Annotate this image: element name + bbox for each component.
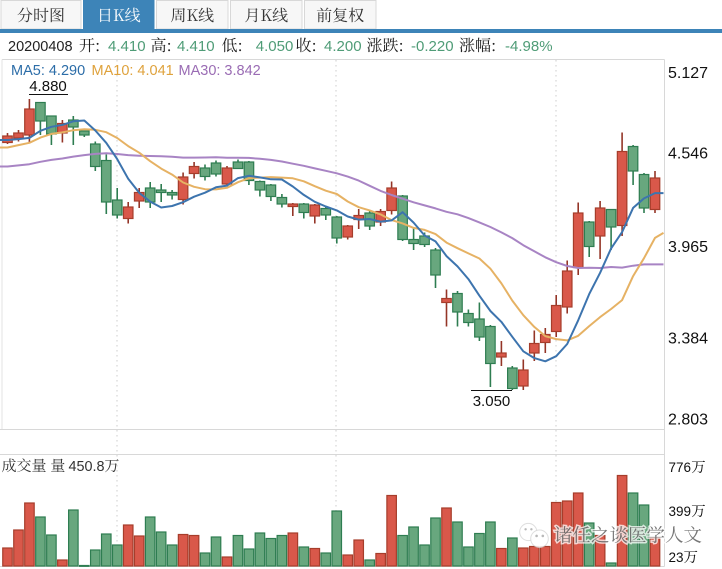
svg-text:20200408: 20200408 [8,39,73,55]
svg-text:4.880: 4.880 [29,78,67,95]
svg-text:399: 399 [669,504,692,519]
svg-text:5.127: 5.127 [668,65,708,82]
svg-text:-0.220: -0.220 [411,38,454,55]
svg-text:MA5: 4.290: MA5: 4.290 [11,63,85,79]
svg-text:3.965: 3.965 [668,239,708,256]
svg-text:4.050: 4.050 [256,38,294,55]
svg-text:-4.98%: -4.98% [505,38,553,55]
svg-text:2.803: 2.803 [668,412,708,429]
svg-text:MA30: 3.842: MA30: 3.842 [179,63,261,79]
svg-text:3.050: 3.050 [473,393,511,410]
svg-text:4.410: 4.410 [108,38,146,55]
svg-text:3.384: 3.384 [668,331,708,348]
svg-text:MA10: 4.041: MA10: 4.041 [92,63,174,79]
svg-text:450.8: 450.8 [69,459,105,475]
svg-text:4.546: 4.546 [668,146,708,163]
svg-text:23: 23 [669,550,684,565]
svg-text:4.410: 4.410 [177,38,215,55]
svg-text:776: 776 [669,460,692,475]
svg-text:4.200: 4.200 [324,38,362,55]
